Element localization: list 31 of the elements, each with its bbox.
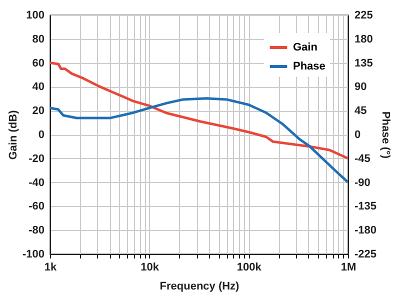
y-tick-label: 20 (32, 105, 44, 118)
y-tick-label: 80 (32, 33, 44, 46)
x-tick-label: 100k (236, 262, 262, 274)
y-tick-label: 100 (26, 10, 44, 22)
y-tick-label: -20 (28, 152, 44, 165)
legend-label: Phase (293, 60, 326, 72)
y2-tick-label: 0 (354, 129, 361, 141)
x-tick-label: 1M (340, 262, 356, 274)
y2-axis-title: Phase (°) (380, 111, 392, 159)
y2-tick-label: -225 (354, 248, 377, 260)
y2-tick-label: 45 (354, 105, 367, 118)
y-tick-label: 60 (32, 57, 44, 70)
y2-tick-label: 90 (354, 81, 367, 94)
y2-tick-label: 225 (354, 10, 373, 22)
x-tick-label: 1k (44, 262, 58, 274)
y-tick-label: -60 (28, 200, 44, 213)
x-axis-title: Frequency (Hz) (160, 280, 240, 292)
y2-tick-label: -90 (354, 176, 370, 189)
y-tick-label: -80 (28, 224, 44, 237)
y-tick-label: -40 (28, 176, 44, 189)
legend-label: Gain (293, 42, 318, 54)
x-tick-label: 10k (140, 262, 160, 274)
y2-tick-label: -135 (354, 200, 377, 213)
y-tick-label: -100 (22, 248, 44, 260)
y2-tick-label: 180 (354, 33, 373, 46)
y2-tick-label: -180 (354, 224, 377, 237)
y-axis-title: Gain (dB) (7, 110, 20, 160)
y-tick-label: 0 (38, 129, 44, 141)
y2-tick-label: 135 (354, 57, 373, 70)
y2-tick-label: -45 (354, 152, 370, 165)
y-tick-label: 40 (32, 81, 44, 94)
